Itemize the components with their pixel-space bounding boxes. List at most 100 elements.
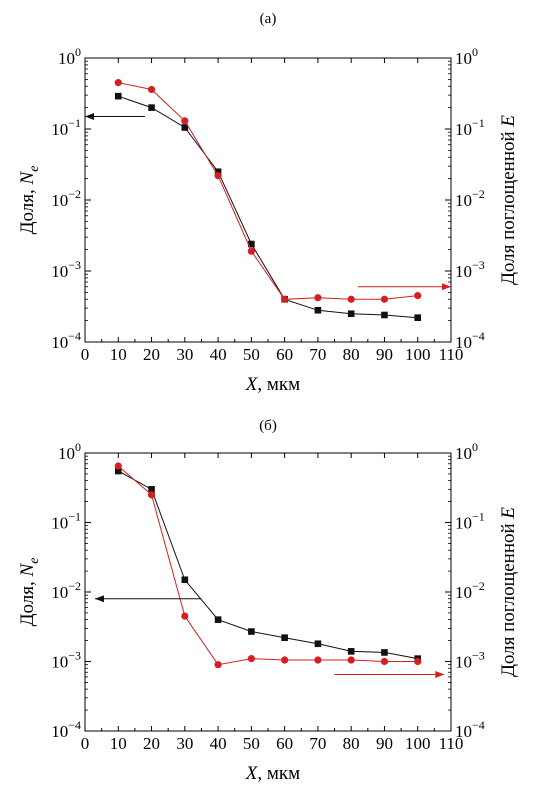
y-axis-title-left: Доля, Ne <box>17 166 42 235</box>
y-tick-label-left: 10−2 <box>51 579 81 602</box>
x-tick-label: 50 <box>243 345 260 364</box>
y-tick-base: 10 <box>455 722 472 741</box>
x-tick-label: 20 <box>143 734 160 753</box>
x-tick-label: 100 <box>405 734 431 753</box>
y-tick-base: 10 <box>455 333 472 352</box>
y-tick-label-left: 10−2 <box>51 187 81 210</box>
x-tick-label: 10 <box>110 345 127 364</box>
x-axis-unit: , мкм <box>257 763 300 784</box>
y-tick-exp: −1 <box>68 510 81 524</box>
y-axis-title-right: Доля поглощенной E <box>498 507 519 677</box>
plot-frame <box>84 452 452 732</box>
y-left-prefix: Доля, <box>17 184 38 234</box>
y-tick-base: 10 <box>455 262 472 281</box>
data-point-square <box>314 306 322 314</box>
y-tick-exp: −4 <box>68 718 81 732</box>
y-tick-exp: 0 <box>472 440 478 454</box>
data-point-circle <box>414 292 422 300</box>
axis-arrow-head <box>442 283 451 291</box>
data-point-square <box>114 92 122 100</box>
data-point-square <box>114 467 122 475</box>
data-point-circle <box>214 661 222 669</box>
y-tick-label-right: 10−1 <box>455 510 485 533</box>
y-right-var: E <box>498 115 519 128</box>
y-left-prefix: Доля, <box>17 576 38 626</box>
y-axis-title-left: Доля, Ne <box>17 558 42 627</box>
data-point-circle <box>347 656 355 664</box>
data-point-circle <box>214 172 222 180</box>
y-tick-exp: −2 <box>472 187 485 201</box>
y-tick-exp: −4 <box>68 329 81 343</box>
x-tick-label: 100 <box>405 345 431 364</box>
axis-arrow-head <box>435 671 445 679</box>
x-axis-title: X, мкм <box>245 763 300 784</box>
y-tick-exp: −4 <box>472 718 485 732</box>
y-tick-base: 10 <box>51 653 68 672</box>
x-tick-label: 10 <box>110 734 127 753</box>
y-tick-exp: −4 <box>472 329 485 343</box>
plot-frame <box>84 57 452 343</box>
data-point-square <box>381 311 388 319</box>
data-point-circle <box>281 295 289 303</box>
data-point-circle <box>314 656 322 664</box>
data-point-circle <box>114 79 122 87</box>
data-point-square <box>248 628 255 635</box>
x-tick-label: 60 <box>276 345 293 364</box>
x-tick-label: 110 <box>439 345 464 364</box>
data-point-circle <box>314 294 322 302</box>
y-tick-base: 10 <box>58 444 75 463</box>
y-tick-label-right: 100 <box>455 45 478 68</box>
y-tick-label-right: 100 <box>455 440 478 463</box>
y-tick-base: 10 <box>455 653 472 672</box>
x-tick-label: 90 <box>376 345 393 364</box>
axis-arrow-head <box>94 595 104 603</box>
data-point-square <box>281 634 288 642</box>
axis-arrow-head <box>85 112 94 120</box>
data-point-square <box>214 616 222 623</box>
y-tick-label-left: 10−3 <box>51 649 81 672</box>
data-point-square <box>347 310 355 318</box>
y-tick-label-left: 100 <box>58 45 81 68</box>
y-tick-exp: −1 <box>472 510 485 524</box>
x-tick-label: 0 <box>81 734 90 753</box>
y-tick-base: 10 <box>455 191 472 210</box>
y-tick-base: 10 <box>51 120 68 139</box>
data-point-circle <box>181 612 189 620</box>
data-point-square <box>248 240 255 248</box>
x-axis-var: X <box>245 763 259 784</box>
data-point-square <box>214 168 222 176</box>
data-point-circle <box>347 295 355 303</box>
y-tick-base: 10 <box>455 514 472 533</box>
y-tick-exp: −3 <box>472 258 485 272</box>
data-point-square <box>148 104 155 111</box>
x-tick-label: 50 <box>243 734 260 753</box>
y-tick-label-left: 10−1 <box>51 116 81 139</box>
y-tick-label-left: 10−4 <box>51 718 81 741</box>
y-tick-exp: −2 <box>68 579 81 593</box>
y-tick-base: 10 <box>51 514 68 533</box>
data-point-square <box>314 640 322 648</box>
series-line-1 <box>118 95 418 319</box>
y-right-var: E <box>498 507 519 520</box>
y-tick-label-right: 10−4 <box>455 718 485 741</box>
x-axis-var: X <box>245 374 259 395</box>
y-tick-label-right: 10−3 <box>455 649 485 672</box>
y-tick-exp: −2 <box>472 579 485 593</box>
panel-label: (а) <box>260 11 277 27</box>
y-tick-label-left: 10−1 <box>51 510 81 533</box>
x-axis-title: X, мкм <box>245 374 300 395</box>
data-point-square <box>381 649 388 656</box>
y-right-prefix: Доля поглощенной <box>498 127 519 285</box>
y-tick-base: 10 <box>455 120 472 139</box>
x-tick-label: 60 <box>276 734 293 753</box>
x-axis-unit: , мкм <box>257 374 300 395</box>
x-tick-label: 80 <box>343 345 360 364</box>
y-tick-label-right: 10−2 <box>455 579 485 602</box>
y-tick-base: 10 <box>455 49 472 68</box>
y-tick-base: 10 <box>58 49 75 68</box>
series-line-2 <box>118 82 418 300</box>
y-tick-exp: 0 <box>472 45 478 59</box>
y-right-prefix: Доля поглощенной <box>498 519 519 677</box>
y-left-var: N <box>17 170 38 185</box>
